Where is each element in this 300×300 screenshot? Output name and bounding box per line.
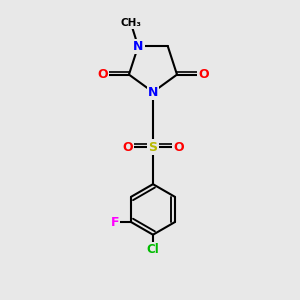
Text: N: N bbox=[148, 85, 158, 98]
Text: O: O bbox=[122, 140, 133, 154]
Text: O: O bbox=[173, 140, 184, 154]
Text: Cl: Cl bbox=[147, 243, 159, 256]
Text: CH₃: CH₃ bbox=[120, 18, 141, 28]
Text: N: N bbox=[133, 40, 143, 53]
Text: O: O bbox=[97, 68, 107, 81]
Text: O: O bbox=[198, 68, 209, 81]
Text: S: S bbox=[148, 140, 158, 154]
Text: F: F bbox=[110, 216, 119, 229]
